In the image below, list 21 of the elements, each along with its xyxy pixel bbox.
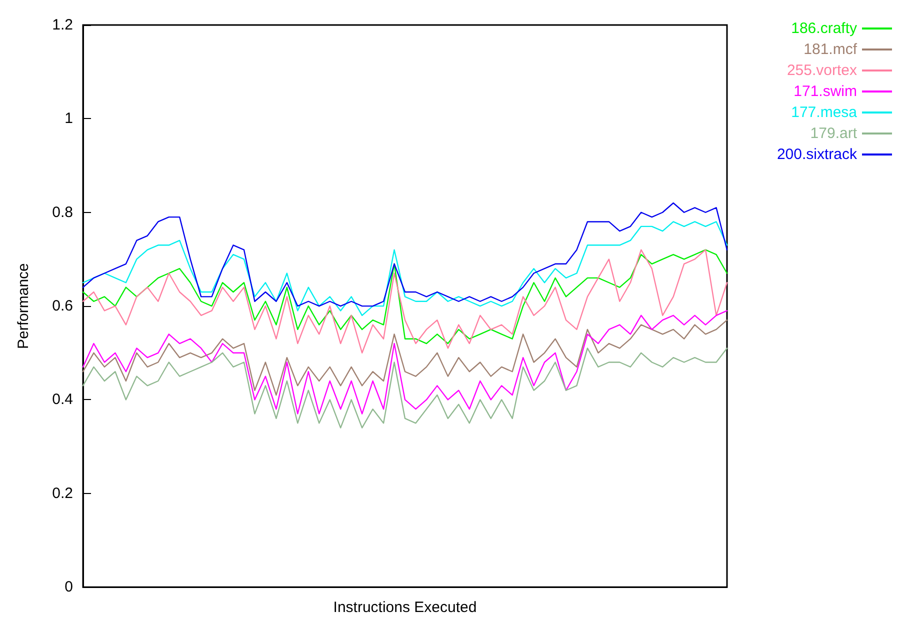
y-tick-label: 0.8 [52, 204, 73, 221]
y-tick-label: 0.2 [52, 484, 73, 502]
legend-label: 186.crafty [791, 20, 858, 37]
x-axis-title: Instructions Executed [333, 599, 477, 616]
line-series [82, 320, 728, 396]
legend-label: 177.mesa [791, 104, 858, 121]
legend-label: 181.mcf [804, 41, 858, 58]
legend-label: 200.sixtrack [776, 146, 858, 163]
y-axis-title: Performance [15, 263, 32, 349]
y-tick-label: 0.6 [52, 298, 73, 315]
line-series [82, 348, 728, 428]
line-series [82, 310, 728, 414]
y-tick-label: 0 [64, 578, 73, 596]
legend-label: 179.art [810, 125, 858, 142]
legend-label: 255.vortex [786, 62, 858, 79]
line-series [82, 221, 728, 316]
y-tick-label: 1 [64, 110, 73, 128]
line-series [82, 202, 728, 307]
y-tick-label: 1.2 [52, 16, 73, 34]
y-tick-label: 0.4 [52, 391, 73, 408]
legend-label: 171.swim [794, 83, 857, 100]
